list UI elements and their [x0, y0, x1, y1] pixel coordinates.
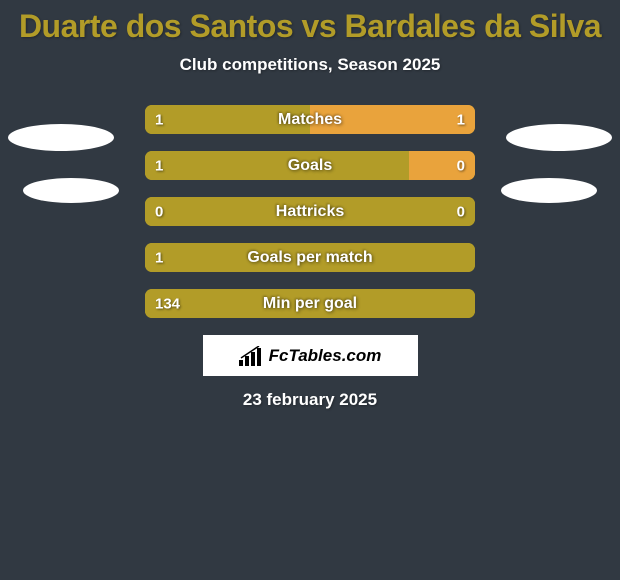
stat-row: 1 Matches 1 [0, 105, 620, 134]
logo-box: FcTables.com [203, 335, 418, 376]
footer-date: 23 february 2025 [0, 390, 620, 410]
stat-bar: 1 Matches 1 [145, 105, 475, 134]
stat-left-value: 1 [155, 157, 163, 174]
stat-bar: 1 Goals 0 [145, 151, 475, 180]
stat-bar: 1 Goals per match [145, 243, 475, 272]
stat-bar: 0 Hattricks 0 [145, 197, 475, 226]
stat-left-value: 1 [155, 249, 163, 266]
page-title: Duarte dos Santos vs Bardales da Silva [0, 0, 620, 45]
stat-row: 1 Goals per match [0, 243, 620, 272]
stat-label: Matches [278, 111, 342, 129]
stat-row: 1 Goals 0 [0, 151, 620, 180]
stats-container: 1 Matches 1 1 Goals 0 0 Hattricks 0 [0, 105, 620, 318]
stat-left-value: 0 [155, 203, 163, 220]
stat-left-value: 134 [155, 295, 180, 312]
stat-label: Goals per match [247, 249, 372, 267]
stat-label: Goals [288, 157, 332, 175]
logo-text: FcTables.com [269, 346, 382, 366]
stat-row: 134 Min per goal [0, 289, 620, 318]
stat-right-value: 0 [457, 203, 465, 220]
chart-icon [239, 346, 263, 366]
stat-label: Min per goal [263, 295, 357, 313]
stat-right-value: 0 [457, 157, 465, 174]
stat-bar: 134 Min per goal [145, 289, 475, 318]
comparison-infographic: Duarte dos Santos vs Bardales da Silva C… [0, 0, 620, 580]
bar-left-segment [145, 151, 409, 180]
stat-row: 0 Hattricks 0 [0, 197, 620, 226]
stat-right-value: 1 [457, 111, 465, 128]
bar-right-segment [409, 151, 475, 180]
stat-left-value: 1 [155, 111, 163, 128]
stat-label: Hattricks [276, 203, 344, 221]
page-subtitle: Club competitions, Season 2025 [0, 55, 620, 75]
